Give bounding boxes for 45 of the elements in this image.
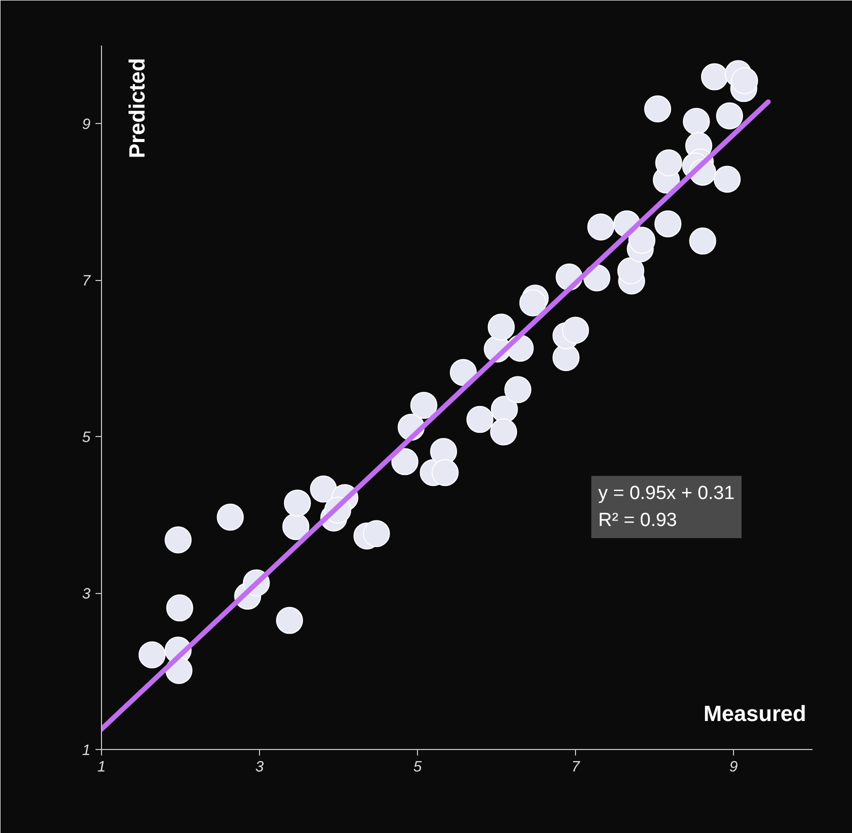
point (701, 63, 728, 90)
point (519, 289, 546, 316)
y-axis-title: Predicted (124, 58, 150, 158)
point (628, 226, 656, 254)
x-tick-label: 9 (729, 758, 738, 776)
y-tick-label: 3 (82, 586, 92, 603)
point (282, 513, 310, 540)
point (490, 418, 518, 446)
point (714, 166, 741, 193)
x-tick-label: 1 (97, 758, 106, 776)
point (450, 358, 477, 386)
point (562, 316, 589, 344)
y-tick-label: 5 (82, 429, 92, 446)
x-tick-label: 7 (571, 758, 580, 776)
point (682, 108, 710, 135)
y-tick-label: 1 (82, 742, 90, 759)
point (655, 149, 682, 176)
x-tick-label: 3 (255, 758, 264, 776)
y-tick-label: 7 (82, 272, 92, 290)
point (284, 490, 311, 517)
point (689, 228, 716, 255)
x-tick-label: 5 (413, 758, 422, 776)
point (504, 376, 532, 404)
point (362, 520, 390, 548)
point (654, 210, 682, 238)
point (138, 641, 166, 668)
point (644, 95, 672, 122)
point (391, 448, 418, 476)
point (216, 504, 244, 531)
point (166, 594, 194, 622)
x-axis-title: Measured (703, 701, 806, 726)
point (432, 459, 459, 486)
point (716, 102, 744, 130)
point (731, 67, 758, 94)
point (488, 314, 515, 341)
annotation: y = 0.95x + 0.31 (598, 482, 735, 504)
point (587, 214, 614, 240)
point (164, 526, 192, 554)
point (276, 606, 304, 634)
point (466, 406, 494, 433)
point (310, 476, 337, 502)
point (410, 392, 438, 419)
point (617, 257, 644, 284)
annotation: R² = 0.93 (598, 510, 677, 532)
y-tick-label: 9 (82, 116, 92, 134)
